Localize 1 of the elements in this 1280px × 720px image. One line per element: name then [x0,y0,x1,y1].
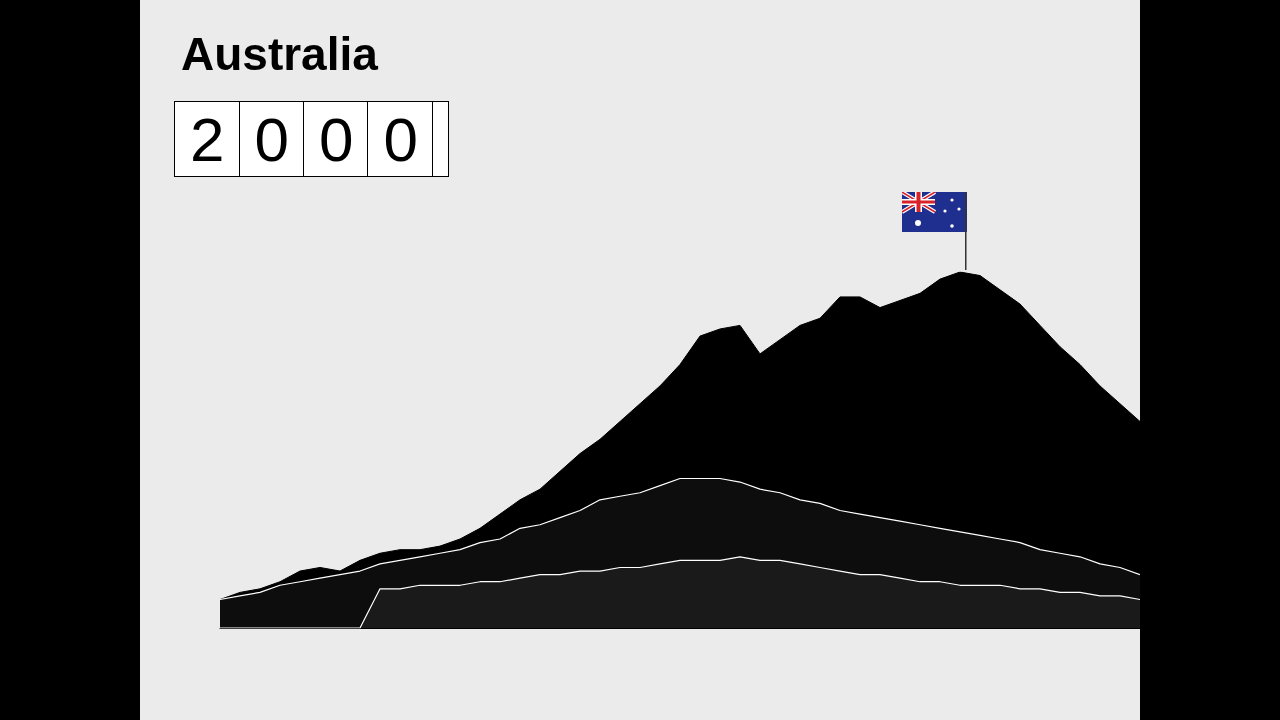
chart-title: Australia [181,28,379,80]
